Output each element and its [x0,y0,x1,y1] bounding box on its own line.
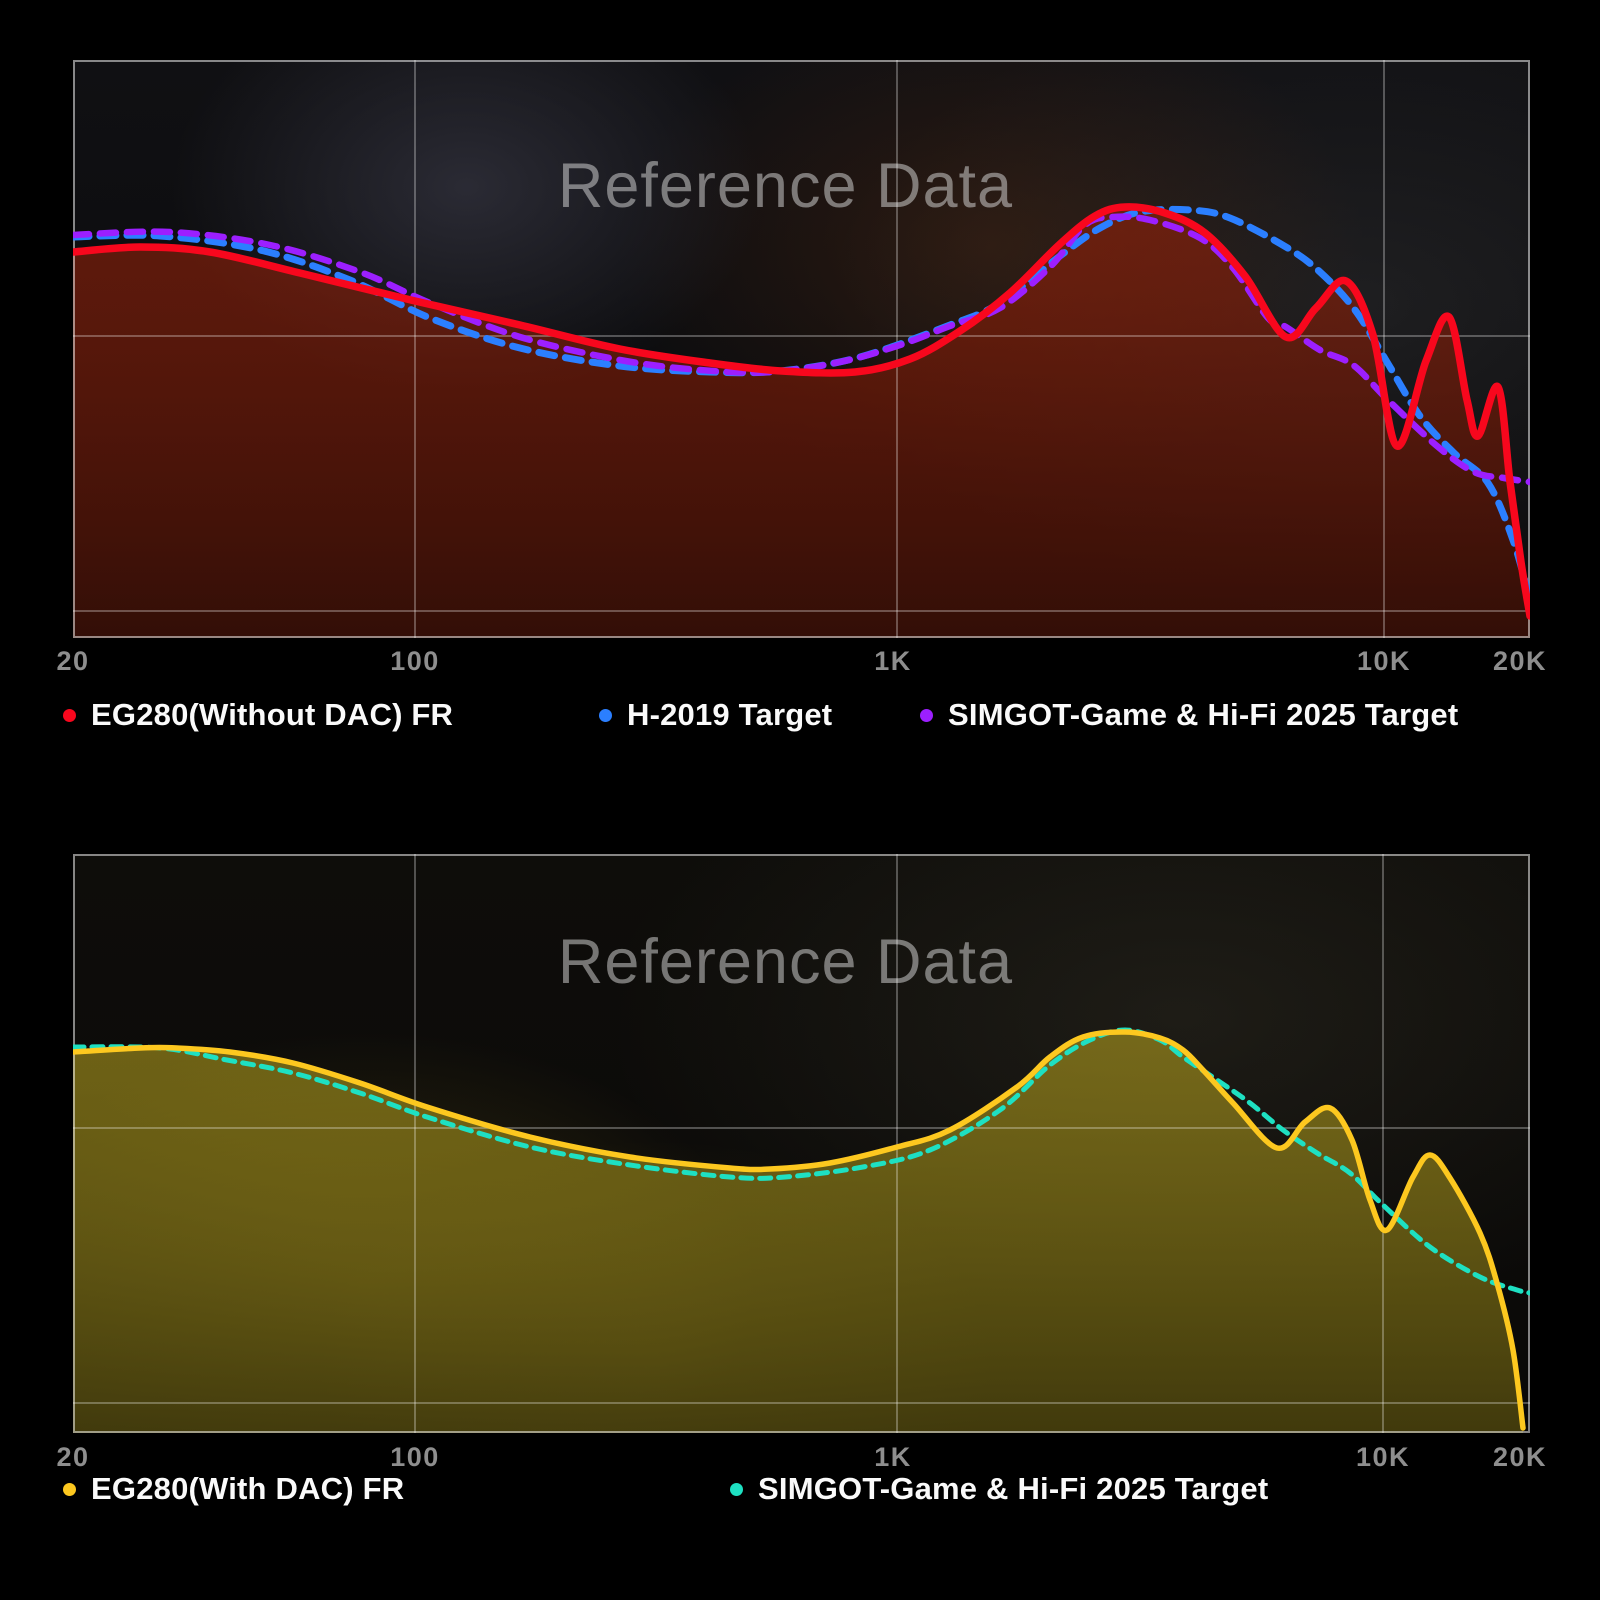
x-tick-20: 20 [56,1442,90,1472]
top-chart-legend: EG280(Without DAC) FR H-2019 Target SIMG… [0,697,1600,737]
bottom-frequency-response-chart: Reference Data [73,854,1530,1433]
watermark-text: Reference Data [557,151,1014,221]
x-tick-10k: 10K [1355,1442,1411,1472]
top-chart-x-axis: 20 100 1K 10K 20K [56,646,1545,680]
legend-item: H-2019 Target [599,697,832,733]
legend-label: SIMGOT-Game & Hi-Fi 2025 Target [758,1471,1269,1506]
yellow-series-dot-icon [63,1482,76,1496]
x-tick-100: 100 [390,1442,440,1472]
legend-item: SIMGOT-Game & Hi-Fi 2025 Target [920,697,1458,733]
legend-item: SIMGOT-Game & Hi-Fi 2025 Target [730,1471,1268,1507]
x-tick-20k: 20K [1492,646,1548,676]
purple-series-dot-icon [920,708,933,722]
legend-label: EG280(Without DAC) FR [91,697,454,732]
bottom-chart-x-axis: 20 100 1K 10K 20K [56,1442,1545,1476]
legend-item: EG280(Without DAC) FR [63,697,453,733]
x-tick-1k: 1K [874,646,912,676]
x-tick-100: 100 [390,646,440,676]
legend-label: H-2019 Target [627,697,833,732]
x-tick-10k: 10K [1356,646,1412,676]
legend-label: SIMGOT-Game & Hi-Fi 2025 Target [948,697,1459,732]
x-tick-20: 20 [56,646,90,676]
blue-series-dot-icon [599,708,612,722]
x-tick-1k: 1K [874,1442,912,1472]
legend-item: EG280(With DAC) FR [63,1471,404,1507]
x-tick-20k: 20K [1492,1442,1548,1472]
teal-series-dot-icon [730,1482,743,1496]
legend-label: EG280(With DAC) FR [91,1471,405,1506]
top-frequency-response-chart: Reference Data [73,60,1530,638]
bottom-chart-legend: EG280(With DAC) FR SIMGOT-Game & Hi-Fi 2… [0,1471,1600,1511]
watermark-text: Reference Data [557,927,1014,997]
red-series-dot-icon [63,708,76,722]
